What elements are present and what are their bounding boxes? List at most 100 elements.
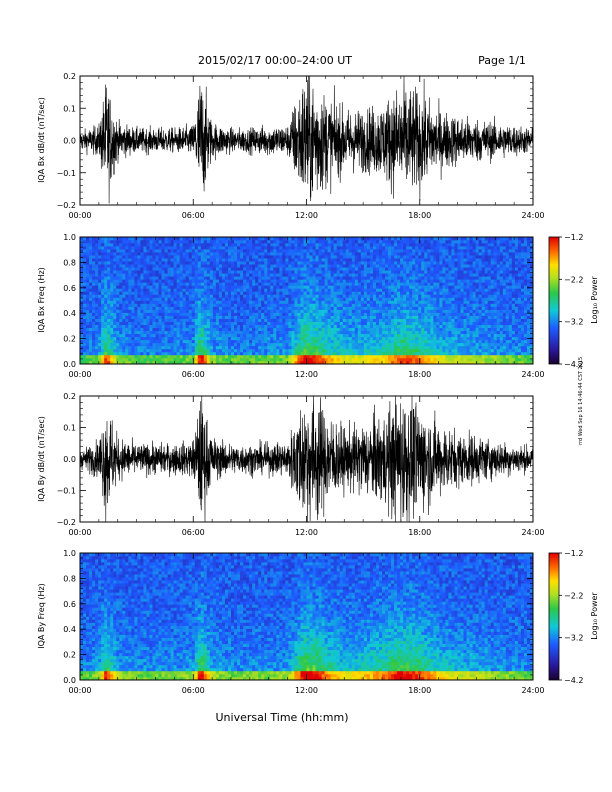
bx-spectrogram-cell [336,339,341,344]
bx-spectrogram-cell [252,237,256,241]
bx-spectrogram-cell [185,240,190,244]
bx-spectrogram-cell [345,291,350,295]
bx-spectrogram-cell [98,267,102,271]
bx-spectrogram-cell [261,237,265,241]
bx-spectrogram-cell [321,306,325,310]
bx-spectrogram-cell [131,291,135,295]
bx-spectrogram-cell [134,339,138,344]
bx-spectrogram-cell [158,345,162,350]
bx-spectrogram-cell [203,333,208,338]
bx-spectrogram-cell [107,345,111,350]
bx-spectrogram-cell [315,306,319,310]
bx-spectrogram-cell [243,294,247,298]
bx-spectrogram-cell [173,279,177,283]
bx-spectrogram-cell [113,270,117,274]
bx-spectrogram-cell [415,288,419,292]
bx-spectrogram-cell [421,237,425,241]
bx-spectrogram-cell [170,324,174,329]
bx-spectrogram-cell [182,285,186,289]
bx-spectrogram-cell [406,285,410,289]
bx-spectrogram-cell [342,300,347,304]
bx-spectrogram-cell [179,345,183,350]
bx-spectrogram-cell [348,297,353,301]
bx-spectrogram-cell [143,243,147,247]
bx-spectrogram-cell [155,324,159,329]
bx-spectrogram-cell [209,336,214,341]
bx-spectrogram-cell [342,336,347,341]
bx-spectrogram-cell [249,327,253,332]
bx-spectrogram-cell [167,321,171,325]
bx-spectrogram-cell [110,288,114,292]
bx-spectrogram-cell [155,285,159,289]
bx-spectrogram-cell [119,333,123,338]
bx-spectrogram-cell [418,261,422,265]
bx-spectrogram-cell [149,339,153,344]
bx-spectrogram-cell [140,288,144,292]
bx-spectrogram-cell [336,279,341,283]
bx-spectrogram-cell [131,270,135,274]
bx-spectrogram-cell [119,351,123,356]
bx-spectrogram-cell [291,333,295,338]
bx-spectrogram-cell [89,279,93,283]
bx-spectrogram-cell [224,312,229,316]
bx-spectrogram-cell [95,330,99,335]
bx-spectrogram-cell [237,291,241,295]
bx-spectrogram-cell [339,288,344,292]
bx-spectrogram-cell [206,294,211,298]
bx-spectrogram-cell [294,252,298,256]
bx-spectrogram-cell [357,270,362,274]
bx-spectrogram-cell [128,264,132,268]
bx-spectrogram-cell [264,333,268,338]
bx-spectrogram-cell [80,303,84,307]
bx-spectrogram-cell [167,345,171,350]
bx-spectrogram-cell [194,327,199,332]
bx-spectrogram-cell [363,312,368,316]
bx-spectrogram-cell [315,237,319,241]
bx-spectrogram-cell [330,267,334,271]
bx-spectrogram-cell [327,345,331,350]
bx-spectrogram-cell [418,315,422,319]
bx-spectrogram-cell [288,294,292,298]
bx-spectrogram-cell [80,273,84,277]
bx-spectrogram-cell [122,327,126,332]
bx-spectrogram-cell [158,327,162,332]
bx-spectrogram-cell [303,255,307,259]
bx-spectrogram-cell [143,354,147,359]
bx-spectrogram-cell [191,243,196,247]
bx-spectrogram-cell [89,282,93,286]
bx-spectrogram-cell [306,273,310,277]
bx-spectrogram-cell [143,276,147,280]
bx-spectrogram-cell [375,246,380,250]
bx-spectrogram-cell [369,264,374,268]
bx-spectrogram-cell [327,312,331,316]
bx-spectrogram-cell [161,258,165,262]
bx-spectrogram-cell [209,303,214,307]
bx-spectrogram-cell [164,312,168,316]
bx-spectrogram-cell [240,300,244,304]
bx-spectrogram-cell [351,315,356,319]
bx-waveform-trace [79,75,534,204]
bx-spectrogram-cell [83,315,87,319]
bx-spectrogram-cell [264,258,268,262]
bx-spectrogram-cell [234,318,238,322]
bx-spectrogram-cell [221,276,226,280]
bx-spectrogram-cell [391,348,395,353]
bx-spectrogram-cell [348,306,353,310]
bx-spectrogram-cell [351,261,356,265]
bx-spectrogram-cell [155,360,159,365]
bx-spectrogram-cell [342,258,347,262]
bx-spectrogram-cell [339,336,344,341]
bx-spectrogram-cell [258,261,262,265]
bx-spectrogram-cell [86,237,90,241]
bx-spectrogram-cell [80,288,84,292]
bx-spectrogram-cell [424,315,428,319]
bx-spectrogram-cell [315,258,319,262]
bx-spectrogram-cell [291,330,295,335]
bx-spectrogram-cell [255,336,259,341]
bx-spectrogram-cell [146,249,150,253]
bx-spectrogram-cell [354,348,359,353]
bx-spectrogram-cell [249,348,253,353]
bx-spectrogram-cell [391,327,395,332]
bx-spectrogram-cell [360,297,365,301]
